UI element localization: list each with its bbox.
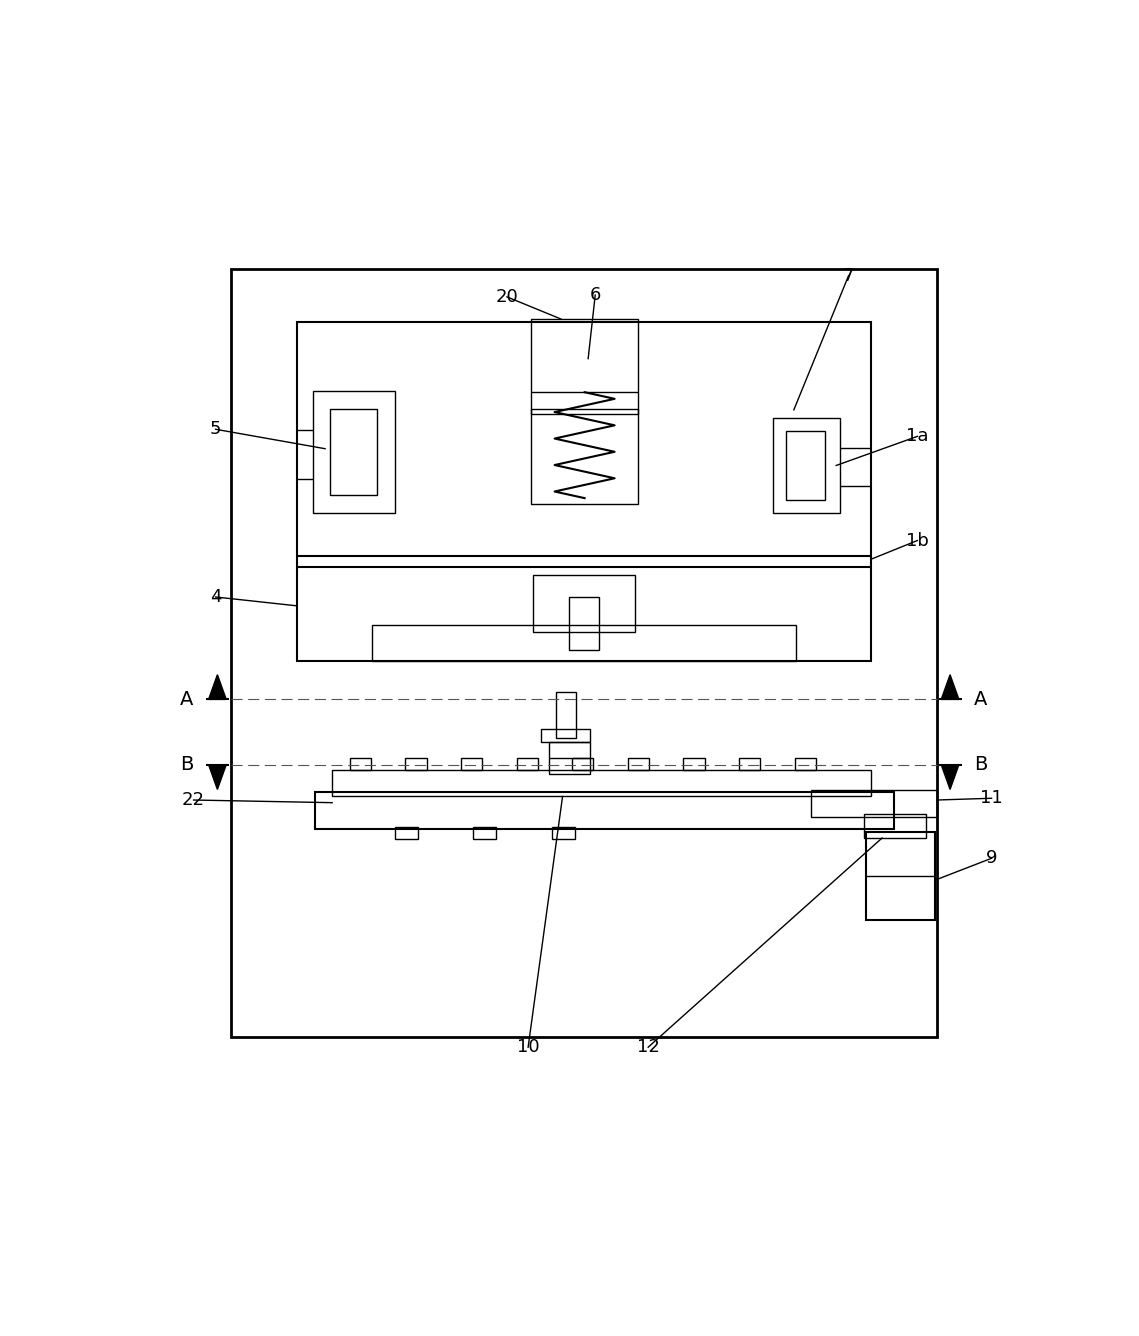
Bar	[371, 625, 795, 660]
Bar	[330, 409, 377, 496]
Bar	[572, 758, 593, 770]
Bar	[297, 322, 870, 661]
Bar	[865, 814, 926, 838]
Text: A: A	[180, 689, 194, 709]
Bar	[395, 827, 418, 839]
Bar	[313, 391, 395, 513]
Bar	[739, 758, 761, 770]
Bar	[552, 827, 575, 839]
Bar	[531, 319, 639, 414]
Text: 10: 10	[517, 1038, 540, 1057]
Bar	[568, 597, 599, 649]
Bar	[517, 758, 538, 770]
Bar	[316, 792, 894, 830]
Bar	[333, 770, 870, 796]
Bar	[628, 758, 649, 770]
Bar	[533, 574, 634, 632]
Bar	[549, 741, 590, 774]
Bar	[867, 832, 935, 921]
Bar	[556, 692, 576, 739]
Polygon shape	[941, 675, 959, 700]
Bar	[541, 728, 590, 741]
Text: 11: 11	[981, 790, 1003, 807]
Polygon shape	[208, 764, 227, 790]
Polygon shape	[941, 764, 959, 790]
Polygon shape	[208, 675, 227, 700]
Text: 22: 22	[182, 791, 205, 810]
Text: 6: 6	[590, 286, 601, 305]
Text: 20: 20	[495, 287, 518, 306]
Text: 9: 9	[986, 850, 998, 867]
Bar	[683, 758, 705, 770]
Text: B: B	[180, 755, 194, 775]
Bar	[795, 758, 816, 770]
Bar	[531, 409, 639, 504]
Text: 4: 4	[210, 588, 221, 607]
Text: 7: 7	[843, 267, 854, 285]
Text: 1b: 1b	[906, 532, 928, 549]
Bar	[405, 758, 427, 770]
Text: B: B	[974, 755, 988, 775]
Bar	[231, 269, 937, 1037]
Text: A: A	[974, 689, 988, 709]
Bar	[811, 791, 937, 816]
Bar	[786, 432, 825, 500]
Bar	[474, 827, 497, 839]
Bar	[461, 758, 482, 770]
Bar	[350, 758, 371, 770]
Bar	[772, 418, 839, 513]
Text: 1a: 1a	[907, 428, 928, 445]
Text: 12: 12	[637, 1038, 659, 1057]
Text: 5: 5	[210, 421, 221, 438]
